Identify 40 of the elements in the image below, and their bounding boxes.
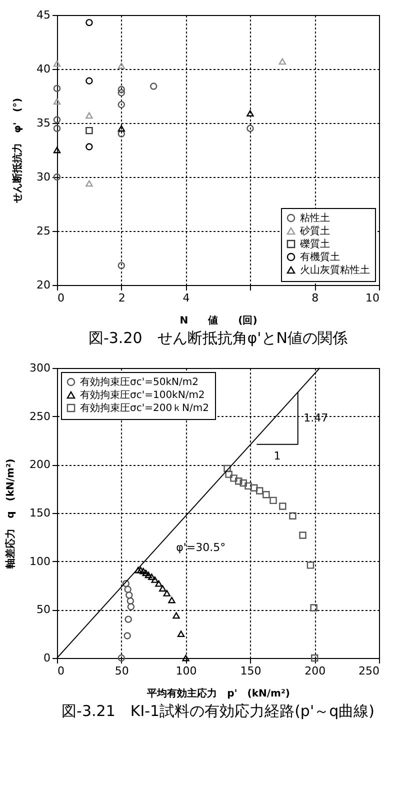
x-tick-label: 4 — [182, 292, 190, 304]
x-tick-label: 0 — [58, 292, 64, 304]
legend-label: 火山灰質粘性土 — [300, 264, 370, 276]
text: 図-3.21 KI-1試料の有効応力経路(p'～q曲線) — [62, 702, 374, 720]
y-tick-label: 45 — [36, 8, 50, 22]
x-tick-label: 100 — [176, 664, 197, 678]
x-tick-label: 10 — [366, 292, 380, 304]
y-tick-label: 250 — [30, 410, 50, 423]
legend-label: 有機質土 — [300, 251, 340, 263]
x-axis-title: 平均有効主応力 p' (kN/m²) — [146, 688, 290, 700]
y-tick-label: 0 — [44, 652, 50, 664]
x-tick-label: 50 — [114, 664, 129, 678]
y-axis-title: せん断抵抗力 φ' (°) — [12, 98, 24, 204]
x-tick-label: 200 — [304, 664, 326, 678]
text: 図-3.20 せん断抵抗角φ'とN値の関係 — [88, 329, 348, 347]
x-tick-label: 0 — [58, 664, 64, 678]
y-axis-title: 軸差応力 q (kN/m²) — [4, 458, 17, 570]
y-tick-label: 200 — [30, 458, 50, 472]
legend-label: 有効拘束圧σc'=100kN/m2 — [80, 389, 205, 401]
y-tick-label: 40 — [36, 62, 50, 76]
y-tick-label: 20 — [36, 278, 50, 292]
y-tick-label: 150 — [30, 506, 50, 520]
legend-label: 礫質土 — [299, 238, 330, 250]
x-tick-label: 8 — [312, 292, 319, 304]
y-tick-label: 50 — [36, 603, 50, 616]
annotation: 1 — [274, 449, 281, 462]
y-tick-label: 100 — [30, 554, 50, 568]
x-tick-label: 250 — [358, 664, 380, 678]
y-tick-label: 30 — [36, 170, 50, 184]
legend-label: 有効拘束圧σc'=200ｋN/m2 — [80, 402, 210, 414]
legend-label: 粘性土 — [300, 212, 330, 224]
legend-label: 有効拘束圧σc'=50kN/m2 — [80, 376, 198, 388]
y-tick-label: 35 — [36, 116, 50, 130]
y-tick-label: 25 — [36, 224, 50, 238]
x-axis-title: N 値 (回) — [180, 314, 258, 326]
series-label: φ'=30.5° — [176, 541, 226, 554]
y-tick-label: 300 — [30, 362, 50, 374]
x-tick-label: 150 — [240, 664, 262, 678]
legend-label: 砂質土 — [299, 225, 330, 237]
x-tick-label: 2 — [118, 292, 126, 304]
